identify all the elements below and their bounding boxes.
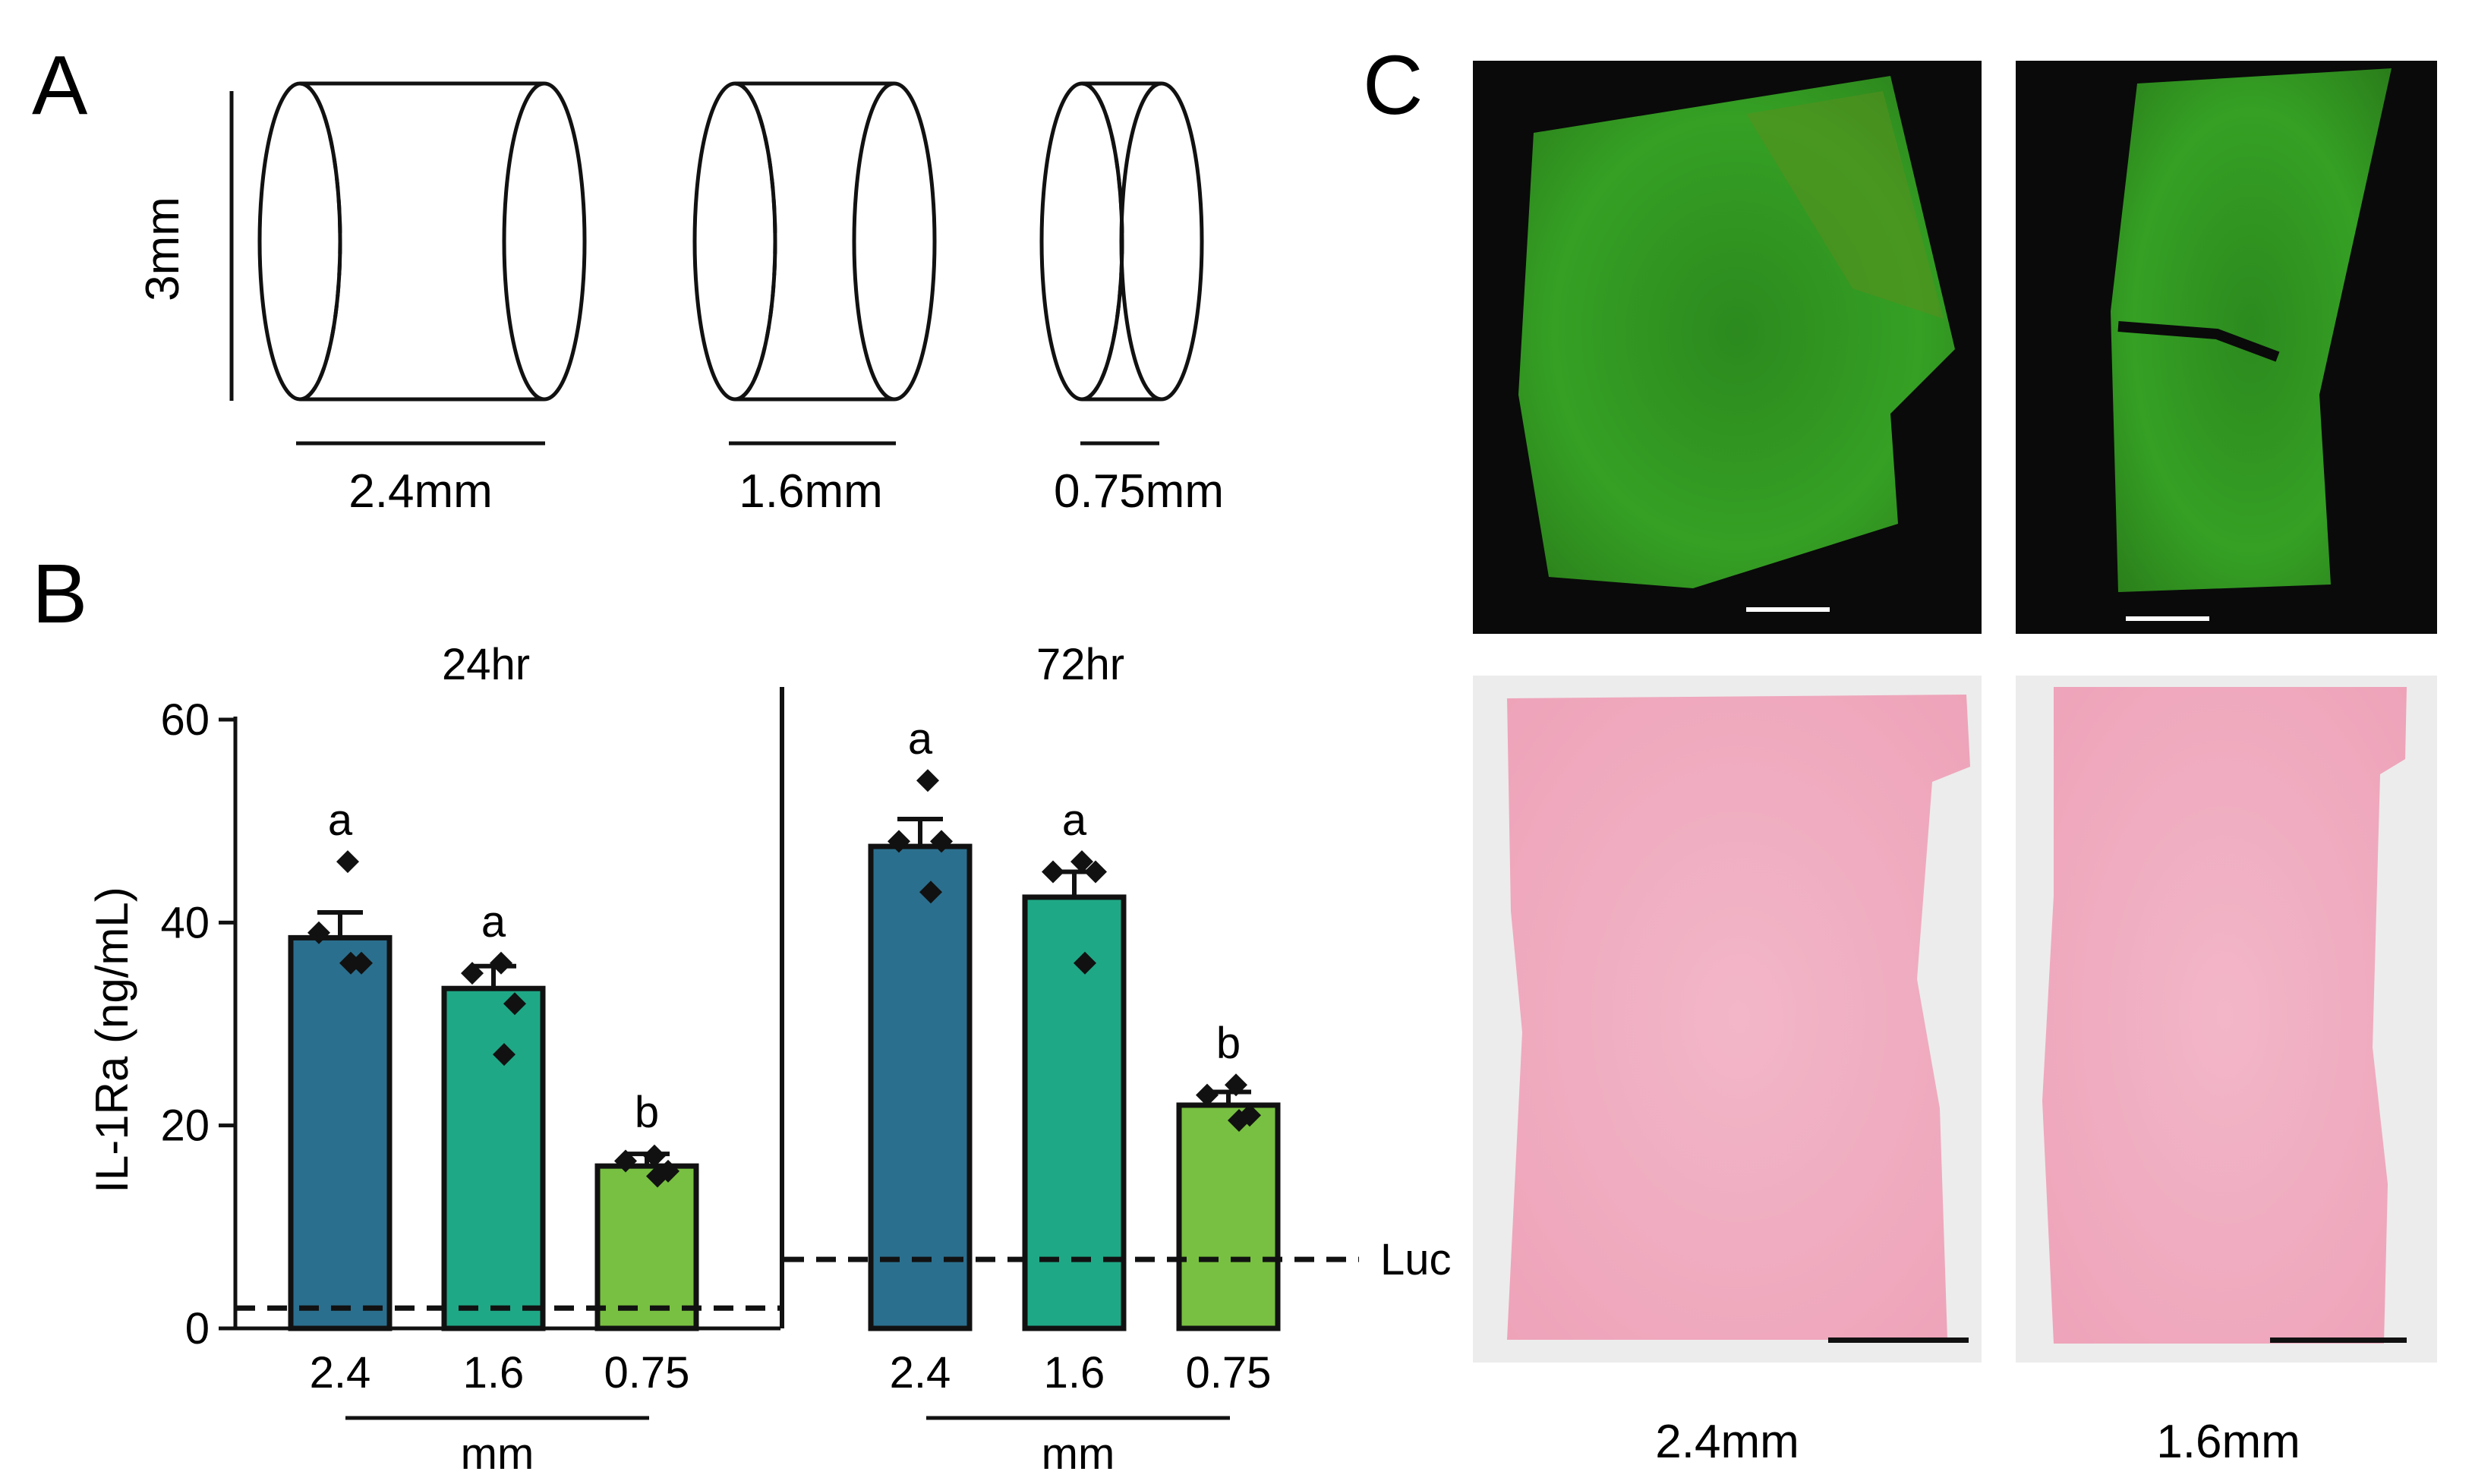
cylinder-label-medium: 1.6mm (739, 465, 882, 518)
bar (1022, 894, 1127, 1331)
panel-c-letter: C (1363, 39, 1423, 132)
data-point (461, 962, 484, 985)
histology-image-medium (2016, 676, 2437, 1363)
data-point (336, 850, 359, 874)
scale-bar (1828, 1337, 1969, 1343)
y-tick-label: 0 (185, 1304, 210, 1353)
group-title: 72hr (1036, 640, 1124, 689)
x-tick-label: 2.4 (890, 1348, 951, 1397)
bar (868, 843, 973, 1331)
y-tick-label: 20 (160, 1101, 210, 1151)
significance-letter: a (1062, 796, 1087, 845)
height-label: 3mm (137, 197, 189, 301)
column-label-medium: 1.6mm (2156, 1416, 2300, 1468)
cylinder-small (1039, 81, 1204, 402)
y-axis-label: IL-1Ra (ng/mL) (87, 887, 137, 1193)
unit-label: mm (461, 1429, 534, 1479)
scale-bar (2270, 1337, 2407, 1343)
data-point (1084, 860, 1107, 884)
unit-label: mm (1042, 1429, 1115, 1479)
x-tick-label: 0.75 (1186, 1348, 1272, 1397)
x-tick-label: 2.4 (310, 1348, 371, 1397)
data-point (493, 1043, 516, 1067)
cylinder-label-small: 0.75mm (1054, 465, 1224, 518)
significance-letter: a (328, 796, 353, 845)
data-point (930, 830, 953, 853)
scale-bar (1746, 607, 1830, 612)
x-tick-label: 1.6 (463, 1348, 525, 1397)
data-point (614, 1149, 637, 1173)
panel-a-letter: A (32, 39, 88, 132)
data-point (919, 881, 942, 904)
data-point (916, 769, 939, 792)
data-point (1074, 951, 1096, 975)
significance-letter: a (908, 714, 933, 764)
data-point (643, 1144, 666, 1167)
significance-letter: b (635, 1088, 659, 1137)
bar (594, 1163, 699, 1331)
cylinder-medium (692, 81, 937, 402)
data-point (490, 951, 512, 975)
data-point (888, 830, 910, 853)
panel-b: B IL-1Ra (ng/mL) 0 20 40 60 24hr a 2.4 a 1.6 b 0.7… (32, 547, 1452, 1479)
group-title: 24hr (442, 640, 530, 689)
y-tick-label: 40 (160, 898, 210, 947)
baseline-label: Luc (1380, 1235, 1452, 1284)
bar (441, 985, 546, 1331)
fluorescence-image-medium (2016, 61, 2437, 634)
significance-letter: b (1216, 1019, 1241, 1068)
histology-image-large (1473, 676, 1982, 1363)
bar (288, 934, 393, 1331)
data-point (1070, 850, 1093, 874)
panel-a: A 3mm 2.4mm 1.6mm (32, 39, 1224, 518)
significance-letter: a (481, 897, 506, 947)
x-tick-label: 0.75 (604, 1348, 690, 1397)
panel-b-letter: B (32, 547, 87, 641)
x-tick-label: 1.6 (1044, 1348, 1105, 1397)
scale-bar (2126, 616, 2209, 621)
data-point (1225, 1073, 1247, 1097)
data-point (339, 951, 362, 975)
cylinder-label-large: 2.4mm (348, 465, 492, 518)
y-tick-label: 60 (160, 695, 210, 745)
panel-c: C 2.4mm 1.6mm (1363, 39, 2437, 1468)
data-point (503, 992, 526, 1016)
column-label-large: 2.4mm (1655, 1416, 1799, 1468)
bar (1176, 1102, 1281, 1331)
fluorescence-image-large (1473, 61, 1982, 634)
data-point (307, 921, 330, 944)
data-point (1196, 1083, 1219, 1107)
data-point (646, 1164, 669, 1188)
data-point (1228, 1108, 1250, 1132)
cylinder-large (257, 81, 587, 402)
bar-chart: 0 20 40 60 24hr a 2.4 a 1.6 b 0.75 mm 72hr a 2.4 a 1.6 b 0… (160, 640, 1451, 1479)
data-point (1042, 860, 1064, 884)
